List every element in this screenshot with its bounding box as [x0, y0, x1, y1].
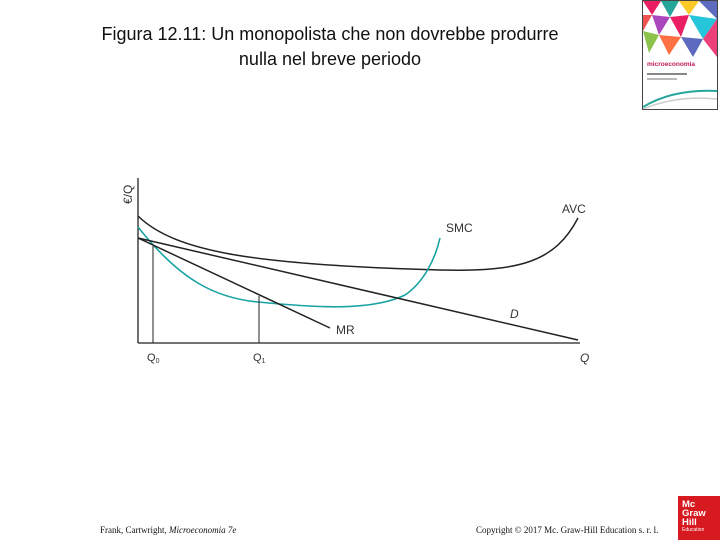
demand-curve	[137, 237, 579, 341]
footer-book-title: Microeconomia 7e	[169, 525, 237, 535]
footer-citation: Frank, Cartwright, Microeconomia 7e	[100, 525, 236, 535]
mr-label: MR	[336, 323, 355, 337]
logo-sub: Education	[682, 527, 705, 533]
cover-title: microeconomia	[647, 61, 696, 68]
logo-line-2: Graw	[682, 508, 706, 519]
avc-curve	[137, 215, 579, 271]
mr-curve	[137, 237, 331, 329]
q1-label-sub: 1	[262, 358, 266, 365]
footer-authors: Frank, Cartwright,	[100, 525, 169, 535]
smc-label: SMC	[446, 221, 473, 235]
q0-label-main: Q	[147, 352, 156, 364]
book-cover-image: microeconomia	[642, 0, 718, 110]
slide-title-line-2: nulla nel breve periodo	[238, 49, 422, 69]
x-axis-label: Q	[580, 351, 589, 365]
cover-swoosh	[643, 89, 717, 109]
logo-line-1: Mc	[682, 499, 696, 510]
footer-copyright: Copyright © 2017 Mc. Graw-Hill Education…	[476, 525, 659, 535]
y-axis-label: €/Q	[121, 185, 135, 204]
cover-mosaic	[643, 1, 717, 57]
cover-text-line	[647, 78, 677, 80]
cover-text-line	[647, 73, 687, 75]
avc-label: AVC	[562, 202, 586, 216]
q1-label: Q1	[253, 352, 266, 365]
q0-label: Q0	[147, 352, 160, 365]
smc-curve	[137, 226, 441, 308]
slide-title-line-1: Figura 12.11: Un monopolista che non dov…	[101, 24, 559, 44]
q1-label-main: Q	[253, 352, 262, 364]
slide-title: Figura 12.11: Un monopolista che non dov…	[30, 22, 630, 72]
logo-line-3: Hill	[682, 517, 697, 528]
mcgraw-hill-logo: Mc Graw Hill Education	[678, 496, 720, 540]
demand-label: D	[510, 307, 519, 321]
q0-label-sub: 0	[156, 358, 160, 365]
